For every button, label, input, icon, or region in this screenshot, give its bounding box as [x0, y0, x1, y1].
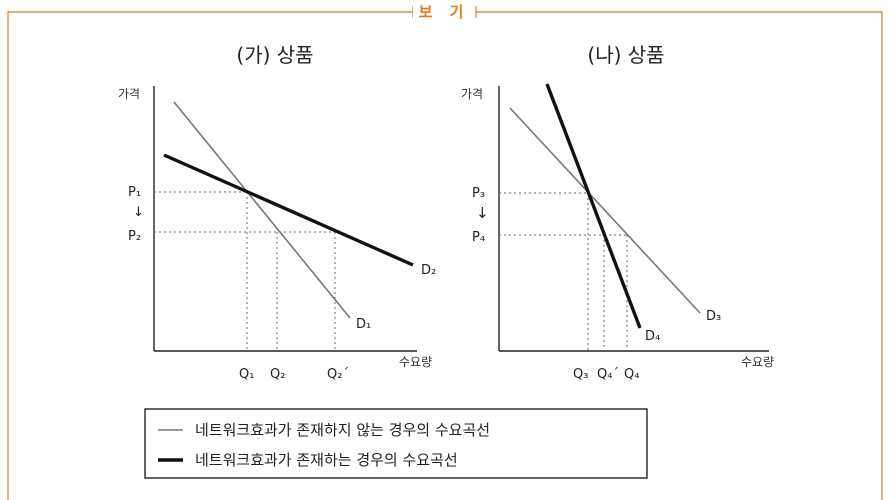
panel-a-price-arrow: ↓: [133, 205, 144, 220]
panel-b-d4-line: [545, 83, 642, 329]
panel-b-q3: Q₃: [573, 367, 588, 382]
panel-b-d3-line: [509, 107, 701, 314]
panel-b-price-4: P₄: [472, 230, 485, 245]
panel-b-title: (나) 상품: [587, 43, 664, 67]
panel-a-d2-label: D₂: [421, 263, 436, 278]
legend-thin-label: 네트워크효과가 존재하지 않는 경우의 수요곡선: [195, 421, 490, 439]
frame-border-right: [476, 11, 883, 500]
panel-b-q4: Q₄: [624, 367, 639, 382]
panel-b-price-3: P₃: [472, 186, 485, 201]
frame-border: [7, 11, 413, 500]
panel-a-d1-line: [173, 101, 351, 319]
panel-a-d2-line: [163, 153, 414, 267]
panel-b-ylabel: 가격: [461, 87, 483, 101]
panel-b-q4-prime: Q₄´: [597, 367, 619, 382]
bogi-tag: 보 기: [413, 0, 475, 24]
panel-a-price-2: P₂: [128, 229, 141, 244]
panel-b-d3-label: D₃: [706, 309, 721, 324]
panel-a-d1-label: D₁: [356, 317, 371, 332]
panel-a-title: (가) 상품: [236, 43, 313, 67]
panel-b-d4-label: D₄: [645, 329, 660, 344]
panel-a-ylabel: 가격: [118, 87, 140, 101]
legend-box: [144, 408, 648, 479]
panel-a-q2-prime: Q₂´: [327, 367, 349, 382]
panel-b-xlabel: 수요량: [741, 355, 774, 369]
panel-a-q2: Q₂: [270, 367, 285, 382]
panel-a-q1: Q₁: [239, 367, 254, 382]
panel-b: (나) 상품 가격 P₃ ↓ P₄ Q₃ Q₄´ Q₄ 수요량 D₃ D₄: [461, 43, 774, 382]
legend-thick-label: 네트워크효과가 존재하는 경우의 수요곡선: [195, 451, 458, 469]
panel-a: (가) 상품 가격 P₁ ↓ P₂ Q₁ Q₂ Q₂´ 수요량 D₁ D₂: [118, 43, 436, 382]
panel-a-price-1: P₁: [128, 185, 141, 200]
panel-a-xlabel: 수요량: [399, 355, 432, 369]
panel-b-price-arrow: ↓: [476, 204, 489, 222]
legend: 네트워크효과가 존재하지 않는 경우의 수요곡선 네트워크효과가 존재하는 경우…: [144, 408, 648, 479]
